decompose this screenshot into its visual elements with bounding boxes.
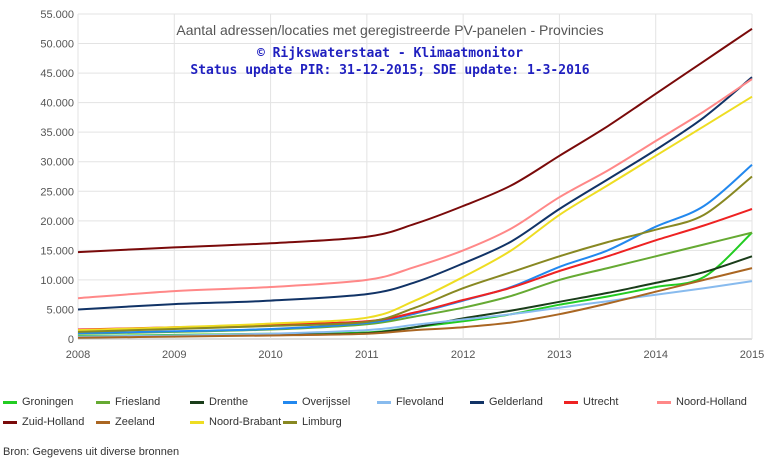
legend-item-overijssel[interactable]: Overijssel — [283, 396, 350, 408]
y-tick-label: 55.000 — [40, 9, 74, 21]
legend-swatch — [190, 400, 204, 404]
legend-swatch — [564, 400, 578, 404]
y-tick-label: 15.000 — [40, 245, 74, 257]
legend-swatch — [3, 400, 17, 404]
legend-label: Noord-Brabant — [209, 416, 282, 428]
legend-item-noord-brabant[interactable]: Noord-Brabant — [190, 416, 281, 428]
legend-swatch — [283, 420, 297, 424]
x-tick-label: 2014 — [643, 349, 667, 361]
x-tick-label: 2009 — [162, 349, 186, 361]
series-line-zuid-holland — [77, 27, 753, 254]
chart-title: Aantal adressen/locaties met geregistree… — [176, 22, 603, 38]
legend-label: Friesland — [115, 396, 161, 408]
series-line-flevoland — [77, 280, 753, 338]
y-tick-label: 50.000 — [40, 39, 74, 51]
x-tick-label: 2012 — [451, 349, 475, 361]
y-tick-label: 40.000 — [40, 98, 74, 110]
legend-label: Flevoland — [396, 396, 444, 408]
series-lines — [77, 27, 753, 339]
legend-label: Noord-Holland — [676, 396, 747, 408]
legend-item-friesland[interactable]: Friesland — [96, 396, 160, 408]
legend-item-noord-holland[interactable]: Noord-Holland — [657, 396, 747, 408]
legend-label: Overijssel — [302, 396, 351, 408]
x-tick-label: 2011 — [355, 349, 379, 361]
x-tick-label: 2013 — [547, 349, 571, 361]
series-line-noord-brabant — [77, 95, 753, 332]
tick-labels: 0 5.000 10.000 15.000 20.000 25.000 30.000 35.0… — [40, 9, 764, 361]
legend-item-gelderland[interactable]: Gelderland — [470, 396, 543, 408]
legend-swatch — [470, 400, 484, 404]
legend-label: Utrecht — [583, 396, 619, 408]
y-tick-label: 35.000 — [40, 127, 74, 139]
series-line-zeeland — [77, 267, 753, 339]
legend-swatch — [3, 420, 17, 424]
legend-swatch — [657, 400, 671, 404]
legend-item-flevoland[interactable]: Flevoland — [377, 396, 444, 408]
series-line-noord-holland — [77, 78, 753, 300]
legend-label: Drenthe — [209, 396, 249, 408]
legend-label: Limburg — [302, 416, 342, 428]
legend-item-drenthe[interactable]: Drenthe — [190, 396, 248, 408]
legend-swatch — [96, 420, 110, 424]
legend-item-groningen[interactable]: Groningen — [3, 396, 73, 408]
legend-label: Gelderland — [489, 396, 543, 408]
y-tick-label: 5.000 — [46, 304, 74, 316]
y-tick-label: 45.000 — [40, 68, 74, 80]
chart-subtitle-1: © Rijkswaterstaat - Klimaatmonitor — [257, 46, 523, 61]
series-line-utrecht — [77, 208, 753, 331]
x-tick-label: 2008 — [66, 349, 90, 361]
y-tick-label: 10.000 — [40, 275, 74, 287]
grid — [77, 13, 753, 340]
legend-label: Zeeland — [115, 416, 155, 428]
legend-item-limburg[interactable]: Limburg — [283, 416, 342, 428]
legend-label: Zuid-Holland — [22, 416, 85, 428]
y-tick-label: 20.000 — [40, 216, 74, 228]
legend-item-zeeland[interactable]: Zeeland — [96, 416, 155, 428]
legend-swatch — [283, 400, 297, 404]
source-note: Bron: Gegevens uit diverse bronnen — [3, 446, 180, 458]
y-tick-label: 25.000 — [40, 186, 74, 198]
x-tick-label: 2015 — [740, 349, 764, 361]
x-tick-label: 2010 — [258, 349, 282, 361]
legend-item-zuid-holland[interactable]: Zuid-Holland — [3, 416, 84, 428]
series-line-limburg — [77, 175, 753, 333]
legend-swatch — [96, 400, 110, 404]
legend-swatch — [190, 420, 204, 424]
y-tick-label: 0 — [68, 334, 74, 346]
series-line-gelderland — [77, 76, 753, 311]
legend-swatch — [377, 400, 391, 404]
legend-label: Groningen — [22, 396, 74, 408]
chart-subtitle-2: Status update PIR: 31-12-2015; SDE updat… — [190, 63, 589, 78]
legend-item-utrecht[interactable]: Utrecht — [564, 396, 618, 408]
chart: 0 5.000 10.000 15.000 20.000 25.000 30.000 35.0… — [40, 9, 764, 361]
legend: Groningen Friesland Drenthe Overijssel Flevo… — [0, 396, 771, 436]
y-tick-label: 30.000 — [40, 157, 74, 169]
